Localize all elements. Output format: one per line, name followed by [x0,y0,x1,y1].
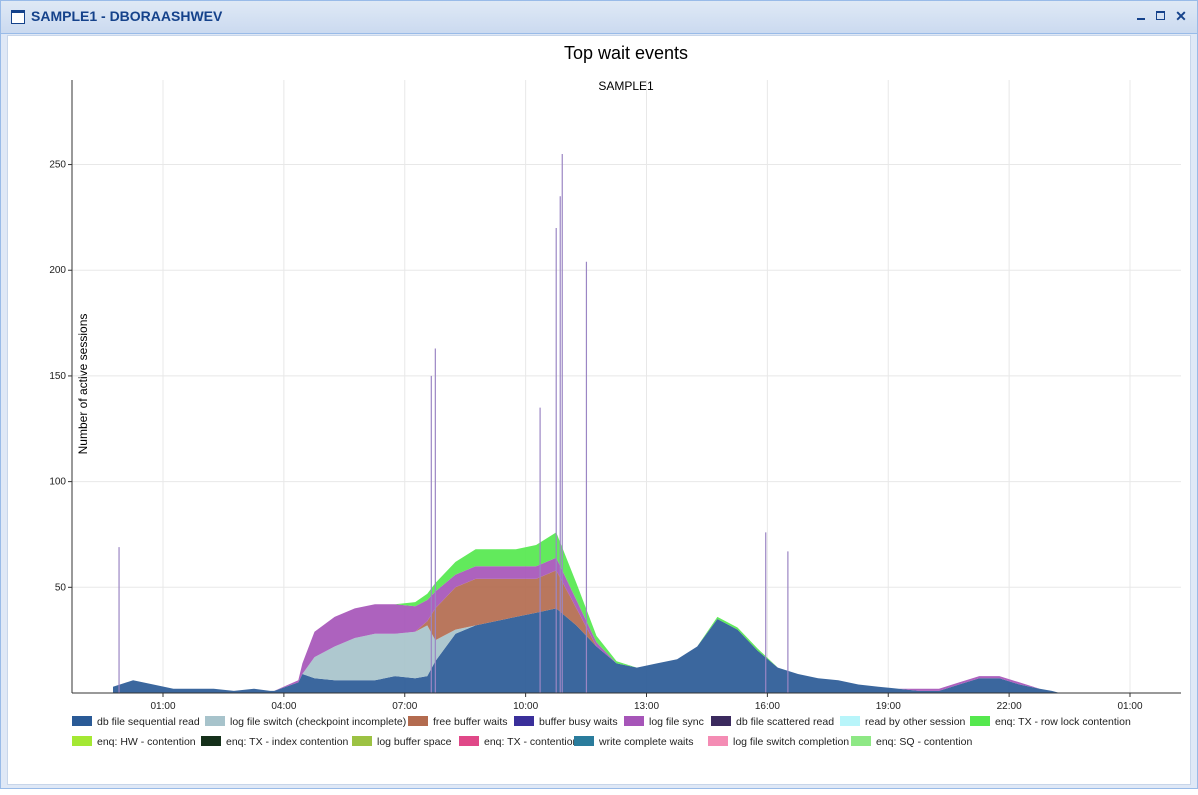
legend-label: write complete waits [598,736,694,748]
legend-swatch [970,716,990,726]
legend-swatch [851,736,871,746]
legend-swatch [201,736,221,746]
legend-label: enq: TX - contention [484,736,579,748]
y-tick-label: 50 [55,582,67,593]
x-tick-label: 07:00 [392,701,417,712]
window-title: SAMPLE1 - DBORAASHWEV [31,8,223,24]
y-tick-label: 250 [49,160,66,171]
legend-item[interactable]: db file sequential read [72,716,200,728]
legend-swatch [352,736,372,746]
wait-events-chart: Top wait events SAMPLE1 Number of active… [49,43,1181,748]
legend-label: enq: TX - row lock contention [995,716,1131,728]
legend-item[interactable]: free buffer waits [408,716,508,728]
x-tick-label: 04:00 [271,701,296,712]
y-tick-label: 150 [49,371,66,382]
x-tick-label: 22:00 [997,701,1022,712]
legend-swatch [72,736,92,746]
legend-item[interactable]: db file scattered read [711,716,834,728]
legend-label: log file switch (checkpoint incomplete) [230,716,406,728]
legend-item[interactable]: log file sync [624,716,704,728]
legend-label: enq: HW - contention [97,736,196,748]
axes [71,80,1181,694]
legend-swatch [574,736,594,746]
legend-label: log file switch completion [733,736,849,748]
legend-item[interactable]: log file switch (checkpoint incomplete) [205,716,406,728]
window-titlebar[interactable]: SAMPLE1 - DBORAASHWEV ✕ [1,1,1197,34]
x-ticks: 01:00 04:00 07:00 10:00 13:00 16:00 19:00 22:00… [150,693,1143,712]
y-tick-label: 200 [49,265,66,276]
chart-panel: Top wait events SAMPLE1 Number of active… [7,35,1191,785]
gridlines [72,80,1181,693]
window-icon [11,10,25,24]
legend-item[interactable]: enq: TX - row lock contention [970,716,1131,728]
chart-subtitle: SAMPLE1 [598,79,654,93]
legend-swatch [514,716,534,726]
x-tick-label: 01:00 [1117,701,1142,712]
legend-swatch [711,716,731,726]
legend-item[interactable]: enq: HW - contention [72,736,196,748]
legend-swatch [72,716,92,726]
x-tick-label: 10:00 [513,701,538,712]
legend-label: log file sync [649,716,704,728]
y-axis-label: Number of active sessions [76,314,90,455]
legend-swatch [408,716,428,726]
legend-item[interactable]: enq: SQ - contention [851,736,972,748]
legend-item[interactable]: log buffer space [352,736,452,748]
x-tick-label: 19:00 [876,701,901,712]
legend-swatch [840,716,860,726]
legend-item[interactable]: buffer busy waits [514,716,618,728]
legend-swatch [459,736,479,746]
legend: db file sequential read log file switch (… [72,716,1131,748]
legend-label: read by other session [865,716,966,728]
legend-swatch [708,736,728,746]
x-tick-label: 01:00 [150,701,175,712]
legend-label: free buffer waits [433,716,508,728]
legend-label: db file sequential read [97,716,200,728]
legend-swatch [205,716,225,726]
y-ticks: 50 100 150 200 250 [49,160,72,593]
legend-item[interactable]: log file switch completion [708,736,849,748]
legend-label: db file scattered read [736,716,834,728]
activity-spikes [118,153,789,693]
legend-item[interactable]: read by other session [840,716,966,728]
close-icon[interactable]: ✕ [1175,8,1187,24]
legend-label: log buffer space [377,736,452,748]
legend-label: enq: SQ - contention [876,736,972,748]
legend-item[interactable]: write complete waits [574,736,694,748]
x-tick-label: 16:00 [755,701,780,712]
area-log-file-switch-checkpoint-incomplete- [113,608,1060,693]
y-tick-label: 100 [49,477,66,488]
legend-label: enq: TX - index contention [226,736,349,748]
x-tick-label: 13:00 [634,701,659,712]
minimize-icon[interactable] [1135,10,1147,22]
maximize-icon[interactable] [1155,10,1167,22]
legend-swatch [624,716,644,726]
legend-label: buffer busy waits [539,716,618,728]
legend-item[interactable]: enq: TX - index contention [201,736,349,748]
legend-item[interactable]: enq: TX - contention [459,736,579,748]
chart-title: Top wait events [564,43,688,63]
